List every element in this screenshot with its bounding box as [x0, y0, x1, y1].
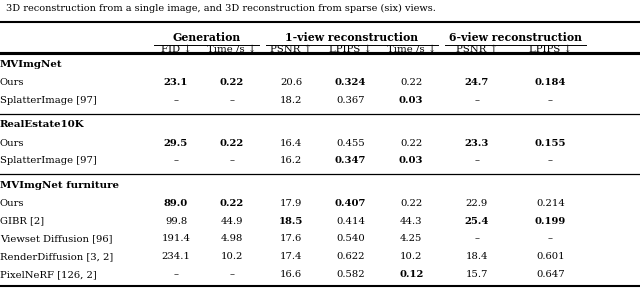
- Text: 0.155: 0.155: [534, 139, 566, 147]
- Text: 25.4: 25.4: [465, 217, 489, 226]
- Text: 191.4: 191.4: [161, 234, 191, 243]
- Text: SplatterImage [97]: SplatterImage [97]: [0, 96, 97, 105]
- Text: 0.214: 0.214: [536, 199, 565, 208]
- Text: 0.22: 0.22: [400, 139, 422, 147]
- Text: 0.199: 0.199: [535, 217, 566, 226]
- Text: 0.407: 0.407: [335, 199, 366, 208]
- Text: –: –: [548, 234, 553, 243]
- Text: 0.22: 0.22: [400, 199, 422, 208]
- Text: 20.6: 20.6: [280, 78, 302, 87]
- Text: –: –: [173, 270, 179, 279]
- Text: 0.601: 0.601: [536, 252, 564, 261]
- Text: –: –: [548, 156, 553, 165]
- Text: 16.2: 16.2: [280, 156, 302, 165]
- Text: 22.9: 22.9: [466, 199, 488, 208]
- Text: 23.3: 23.3: [465, 139, 489, 147]
- Text: LPIPS ↓: LPIPS ↓: [329, 45, 372, 54]
- Text: RealEstate10K: RealEstate10K: [0, 120, 84, 129]
- Text: Time /s ↓: Time /s ↓: [207, 45, 257, 54]
- Text: 0.414: 0.414: [336, 217, 365, 226]
- Text: 44.3: 44.3: [400, 217, 422, 226]
- Text: 0.647: 0.647: [536, 270, 564, 279]
- Text: 0.367: 0.367: [336, 96, 365, 105]
- Text: 0.22: 0.22: [220, 199, 244, 208]
- Text: 4.25: 4.25: [400, 234, 422, 243]
- Text: 0.184: 0.184: [534, 78, 566, 87]
- Text: 0.03: 0.03: [399, 96, 424, 105]
- Text: –: –: [474, 234, 479, 243]
- Text: Ours: Ours: [0, 78, 24, 87]
- Text: 0.582: 0.582: [336, 270, 365, 279]
- Text: PSNR ↑: PSNR ↑: [270, 45, 312, 54]
- Text: –: –: [173, 96, 179, 105]
- Text: 89.0: 89.0: [164, 199, 188, 208]
- Text: 0.622: 0.622: [336, 252, 365, 261]
- Text: 99.8: 99.8: [165, 217, 187, 226]
- Text: 18.5: 18.5: [279, 217, 303, 226]
- Text: MVImgNet: MVImgNet: [0, 60, 63, 69]
- Text: LPIPS ↓: LPIPS ↓: [529, 45, 572, 54]
- Text: –: –: [474, 96, 479, 105]
- Text: SplatterImage [97]: SplatterImage [97]: [0, 156, 97, 165]
- Text: Ours: Ours: [0, 139, 24, 147]
- Text: –: –: [230, 270, 234, 279]
- Text: 0.22: 0.22: [220, 78, 244, 87]
- Text: Time /s ↓: Time /s ↓: [387, 45, 436, 54]
- Text: 29.5: 29.5: [164, 139, 188, 147]
- Text: 17.4: 17.4: [280, 252, 303, 261]
- Text: 0.22: 0.22: [400, 78, 422, 87]
- Text: Generation: Generation: [172, 32, 241, 43]
- Text: 16.6: 16.6: [280, 270, 302, 279]
- Text: 0.22: 0.22: [220, 139, 244, 147]
- Text: 18.2: 18.2: [280, 96, 302, 105]
- Text: 17.6: 17.6: [280, 234, 302, 243]
- Text: PSNR ↑: PSNR ↑: [456, 45, 498, 54]
- Text: –: –: [474, 156, 479, 165]
- Text: 15.7: 15.7: [466, 270, 488, 279]
- Text: 17.9: 17.9: [280, 199, 302, 208]
- Text: GIBR [2]: GIBR [2]: [0, 217, 44, 226]
- Text: 44.9: 44.9: [221, 217, 243, 226]
- Text: 0.324: 0.324: [335, 78, 366, 87]
- Text: 0.03: 0.03: [399, 156, 424, 165]
- Text: Viewset Diffusion [96]: Viewset Diffusion [96]: [0, 234, 113, 243]
- Text: 24.7: 24.7: [465, 78, 489, 87]
- Text: 16.4: 16.4: [280, 139, 302, 147]
- Text: 10.2: 10.2: [221, 252, 243, 261]
- Text: 3D reconstruction from a single image, and 3D reconstruction from sparse (six) v: 3D reconstruction from a single image, a…: [6, 4, 436, 14]
- Text: 4.98: 4.98: [221, 234, 243, 243]
- Text: Ours: Ours: [0, 199, 24, 208]
- Text: 0.540: 0.540: [336, 234, 365, 243]
- Text: 6-view reconstruction: 6-view reconstruction: [449, 32, 582, 43]
- Text: FID ↓: FID ↓: [161, 45, 191, 54]
- Text: –: –: [173, 156, 179, 165]
- Text: –: –: [230, 156, 234, 165]
- Text: 1-view reconstruction: 1-view reconstruction: [285, 32, 419, 43]
- Text: MVImgNet furniture: MVImgNet furniture: [0, 181, 119, 190]
- Text: –: –: [230, 96, 234, 105]
- Text: 23.1: 23.1: [164, 78, 188, 87]
- Text: 0.347: 0.347: [335, 156, 366, 165]
- Text: 0.455: 0.455: [336, 139, 365, 147]
- Text: 0.12: 0.12: [399, 270, 424, 279]
- Text: 234.1: 234.1: [161, 252, 191, 261]
- Text: 18.4: 18.4: [465, 252, 488, 261]
- Text: PixelNeRF [126, 2]: PixelNeRF [126, 2]: [0, 270, 97, 279]
- Text: 10.2: 10.2: [400, 252, 422, 261]
- Text: RenderDiffusion [3, 2]: RenderDiffusion [3, 2]: [0, 252, 113, 261]
- Text: –: –: [548, 96, 553, 105]
